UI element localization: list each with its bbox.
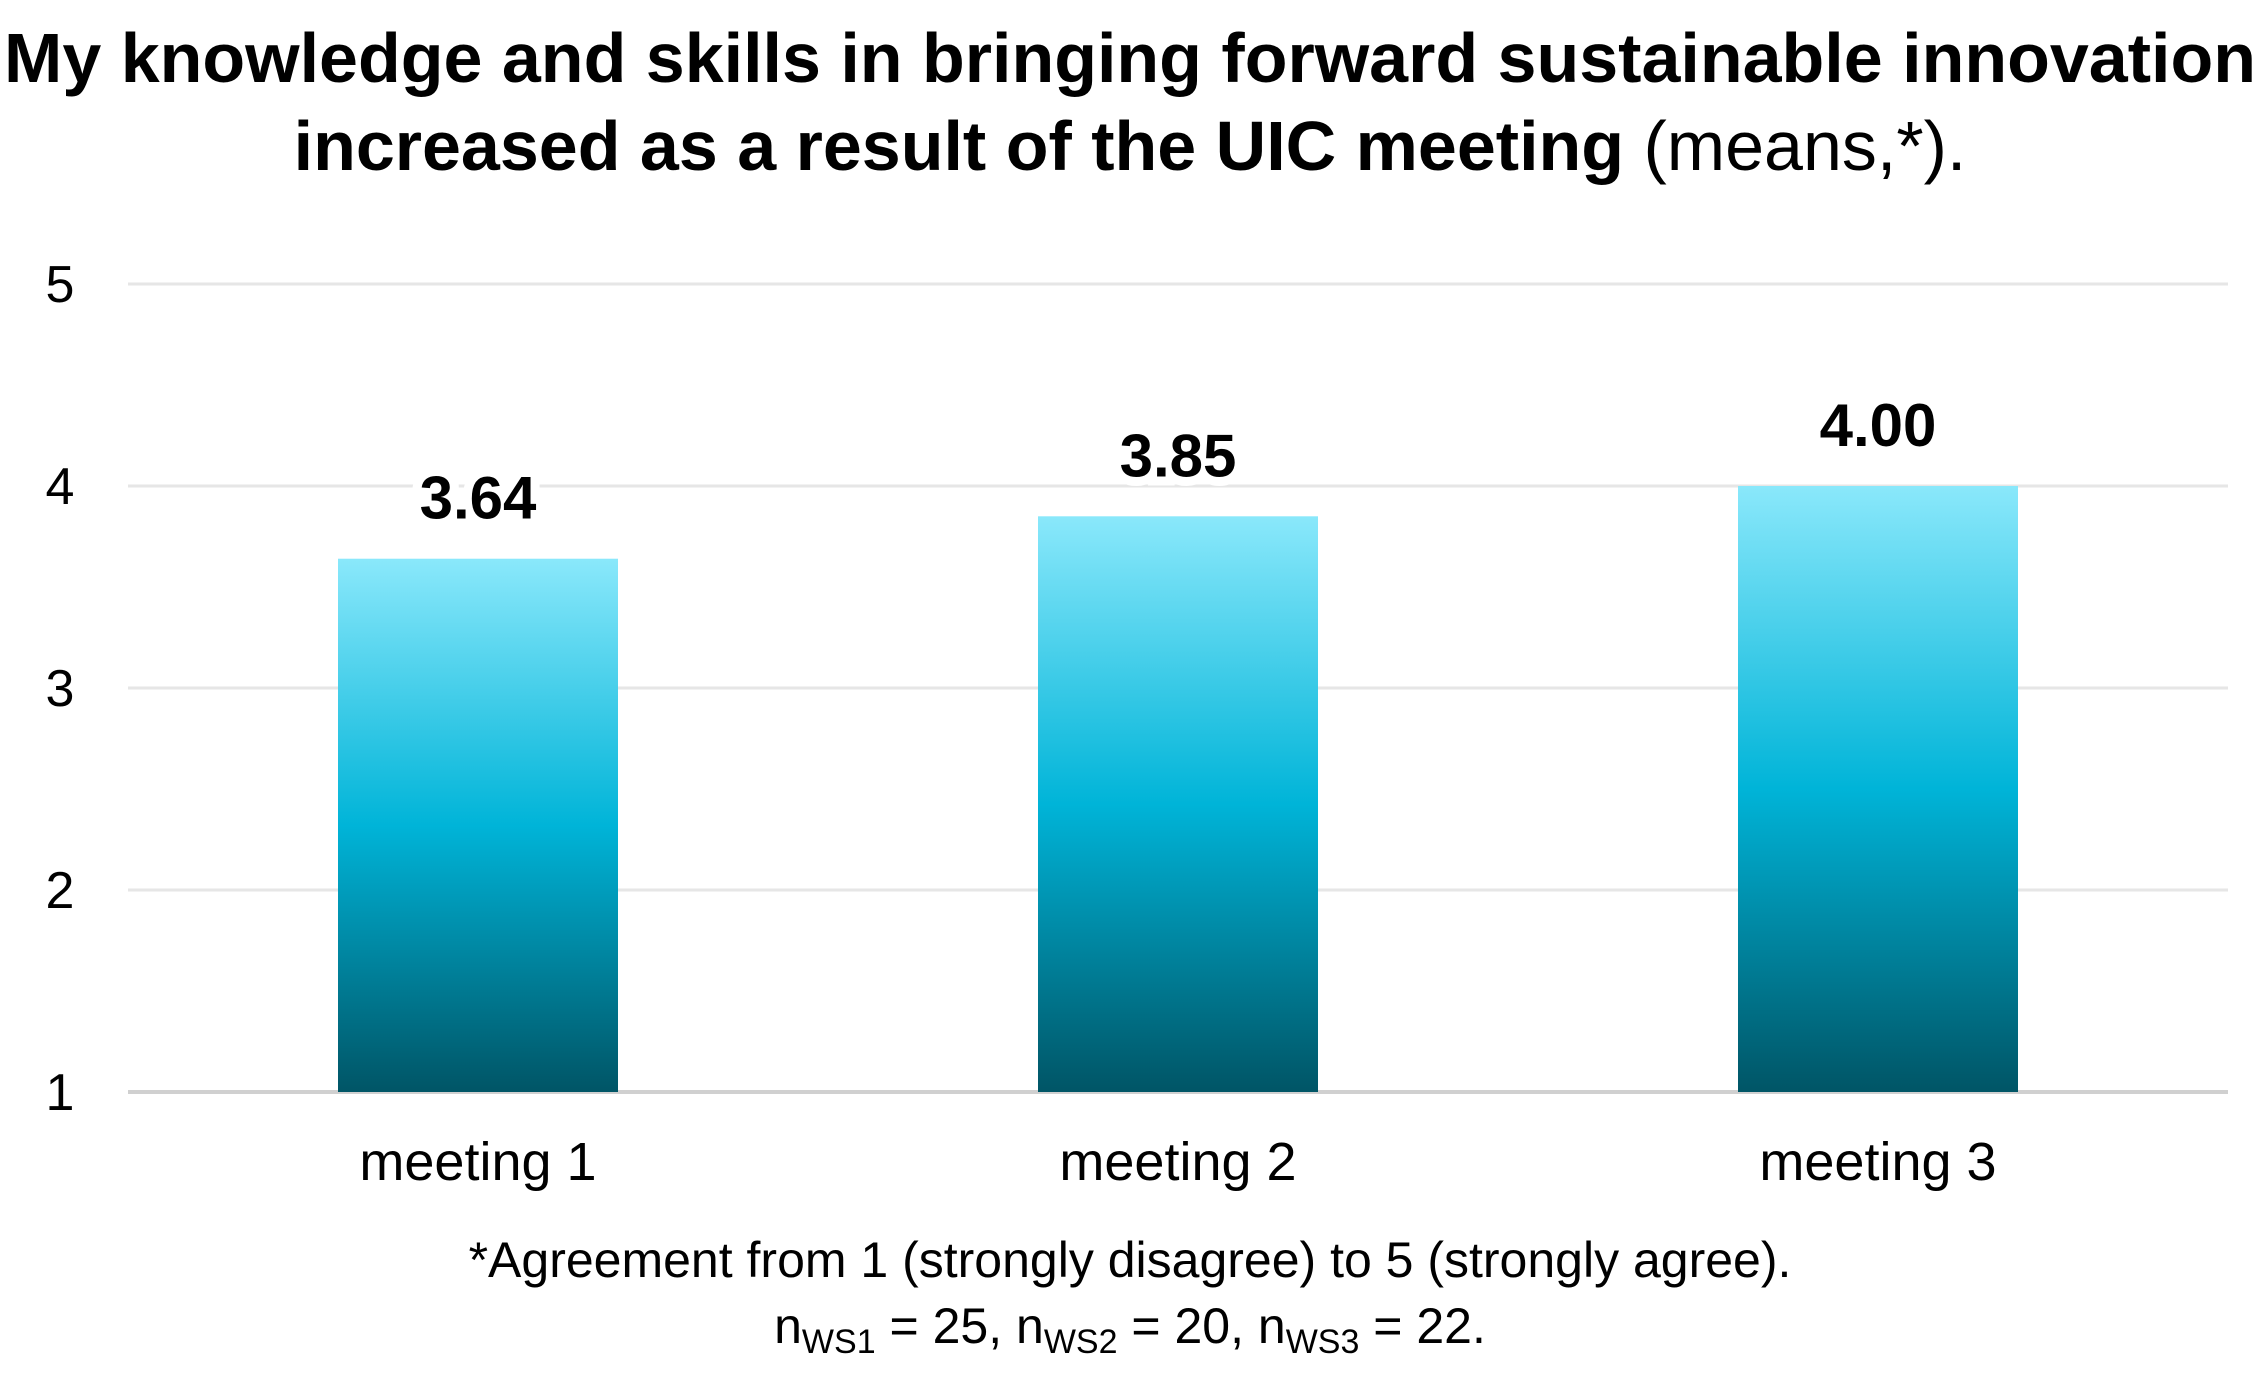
chart-title-main: My knowledge and skills in bringing forw… bbox=[4, 19, 2256, 185]
data-label: 3.64 bbox=[420, 465, 537, 532]
x-axis-ticks: meeting 1 meeting 2 meeting 3 bbox=[359, 1132, 1996, 1192]
n2-label: n bbox=[1016, 1298, 1044, 1354]
x-tick-label: meeting 3 bbox=[1759, 1132, 1996, 1192]
n2-sub: WS2 bbox=[1043, 1323, 1118, 1361]
data-label: 4.00 bbox=[1820, 392, 1937, 459]
footnote-scale: *Agreement from 1 (strongly disagree) to… bbox=[468, 1232, 1792, 1288]
chart-title-suffix: (means,*). bbox=[1643, 107, 1967, 185]
data-labels: 3.64 3.85 4.00 bbox=[411, 383, 1946, 541]
y-tick-label: 5 bbox=[46, 256, 75, 314]
n1-label: n bbox=[774, 1298, 802, 1354]
n2-value: = 20, bbox=[1117, 1298, 1258, 1354]
y-tick-label: 2 bbox=[46, 862, 75, 920]
y-tick-label: 4 bbox=[46, 458, 75, 516]
x-tick-label: meeting 1 bbox=[359, 1132, 596, 1192]
n1-sub: WS1 bbox=[801, 1323, 876, 1361]
n3-value: = 22. bbox=[1359, 1298, 1486, 1354]
bar bbox=[338, 558, 618, 1092]
y-axis-ticks: 1 2 3 4 5 bbox=[46, 256, 75, 1122]
bars bbox=[338, 486, 2018, 1092]
n3-sub: WS3 bbox=[1285, 1323, 1360, 1361]
footnote-sample-sizes: nWS1 = 25, nWS2 = 20, nWS3 = 22. bbox=[0, 1296, 2260, 1359]
x-tick-label: meeting 2 bbox=[1059, 1132, 1296, 1192]
y-tick-label: 3 bbox=[46, 660, 75, 718]
chart-title: My knowledge and skills in bringing forw… bbox=[0, 14, 2260, 190]
bar bbox=[1038, 516, 1318, 1092]
data-label: 3.85 bbox=[1120, 422, 1237, 489]
n1-value: = 25, bbox=[875, 1298, 1016, 1354]
n3-label: n bbox=[1257, 1298, 1286, 1354]
bar bbox=[1738, 486, 2018, 1092]
y-tick-label: 1 bbox=[46, 1064, 75, 1122]
